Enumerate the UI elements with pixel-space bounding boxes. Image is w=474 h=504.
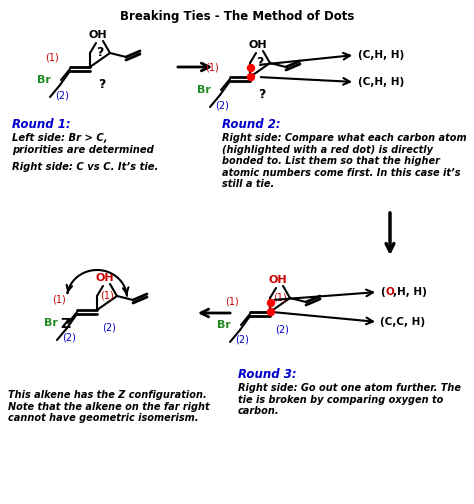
- Text: ?: ?: [96, 46, 104, 59]
- Text: (1): (1): [205, 62, 219, 72]
- Text: (1): (1): [45, 52, 59, 62]
- Text: Breaking Ties - The Method of Dots: Breaking Ties - The Method of Dots: [120, 10, 354, 23]
- Text: Right side: Compare what each carbon atom
(highlighted with a red dot) is direct: Right side: Compare what each carbon ato…: [222, 133, 466, 190]
- Circle shape: [267, 299, 274, 306]
- Circle shape: [247, 65, 255, 72]
- Text: (C,H, H): (C,H, H): [358, 50, 404, 60]
- Text: Round 1:: Round 1:: [12, 118, 71, 131]
- Text: (2): (2): [102, 323, 116, 333]
- Text: (: (: [380, 287, 385, 297]
- Text: ?: ?: [258, 89, 266, 101]
- Circle shape: [267, 308, 274, 316]
- Text: (C,C, H): (C,C, H): [380, 317, 425, 327]
- Text: (2): (2): [275, 325, 289, 335]
- Text: Right side: C vs C. It’s tie.: Right side: C vs C. It’s tie.: [12, 162, 158, 172]
- Circle shape: [247, 74, 255, 81]
- Text: Round 3:: Round 3:: [238, 368, 297, 381]
- Text: OH: OH: [249, 40, 267, 50]
- Text: Br: Br: [37, 75, 51, 85]
- Text: (2): (2): [215, 100, 229, 110]
- Text: (1): (1): [100, 291, 114, 301]
- Text: OH: OH: [269, 275, 287, 285]
- Text: (1): (1): [225, 297, 239, 307]
- Text: ?: ?: [98, 79, 106, 92]
- Text: Br: Br: [217, 320, 231, 330]
- Text: Br: Br: [197, 85, 211, 95]
- Text: (1): (1): [273, 293, 287, 303]
- Text: O: O: [386, 287, 395, 297]
- Text: (1): (1): [52, 295, 66, 305]
- Text: Br: Br: [44, 318, 58, 328]
- Text: ?: ?: [256, 56, 264, 70]
- Text: Left side: Br > C,
priorities are determined: Left side: Br > C, priorities are determ…: [12, 133, 154, 155]
- Text: (2): (2): [62, 333, 76, 343]
- Text: OH: OH: [96, 273, 114, 283]
- Text: (C,H, H): (C,H, H): [358, 77, 404, 87]
- Text: This alkene has the Z configuration.
Note that the alkene on the far right
canno: This alkene has the Z configuration. Not…: [8, 390, 210, 423]
- Text: Z: Z: [60, 317, 70, 331]
- Text: Round 2:: Round 2:: [222, 118, 281, 131]
- Text: ,H, H): ,H, H): [393, 287, 427, 297]
- Text: Right side: Go out one atom further. The
tie is broken by comparing oxygen to
ca: Right side: Go out one atom further. The…: [238, 383, 461, 416]
- Text: (2): (2): [235, 335, 249, 345]
- Text: (2): (2): [55, 90, 69, 100]
- Text: OH: OH: [89, 30, 107, 40]
